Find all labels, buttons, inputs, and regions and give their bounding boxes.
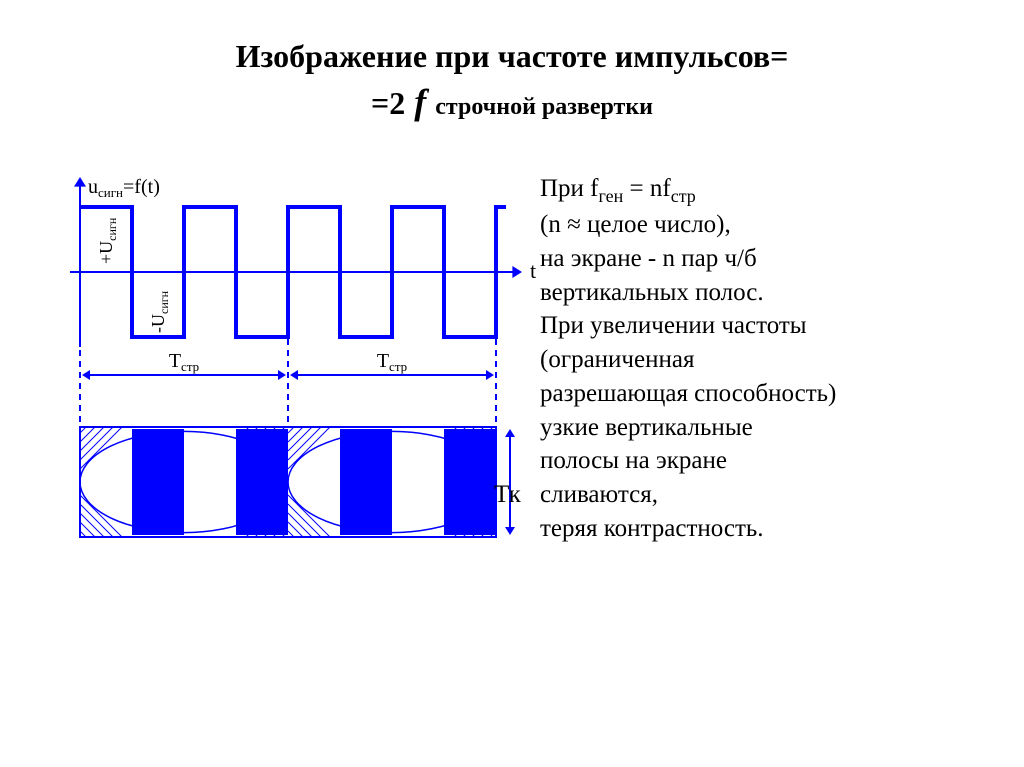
p-l8: узкие вертикальные — [540, 414, 753, 441]
title-line2-f: f — [405, 82, 435, 122]
svg-text:Тстр: Тстр — [377, 350, 407, 374]
p-l9: полосы на экране — [540, 447, 727, 474]
p-l1a: При f — [540, 175, 599, 202]
p-l6: (ограниченная — [540, 346, 694, 373]
title-line2-prefix: =2 — [371, 85, 405, 121]
svg-text:uсигн=f(t): uсигн=f(t) — [88, 176, 160, 200]
diagram-area: uсигн=f(t) t +Uсигн -Uсигн Тстр Тстр — [0, 167, 540, 567]
p-l10: сливаются, — [540, 481, 658, 508]
content-row: uсигн=f(t) t +Uсигн -Uсигн Тстр Тстр При fген… — [0, 167, 1024, 567]
svg-text:Тстр: Тстр — [169, 350, 199, 374]
p-l4: вертикальных полос. — [540, 279, 764, 306]
p-l1s1: ген — [599, 186, 624, 206]
page-title: Изображение при частоте импульсов= =2 f … — [0, 0, 1024, 127]
p-l1s2: стр — [671, 186, 696, 206]
explanation-text: При fген = nfстр (n ≈ целое число), на э… — [540, 167, 1024, 567]
signal-diagram: uсигн=f(t) t +Uсигн -Uсигн Тстр Тстр — [0, 167, 540, 567]
title-line1: Изображение при частоте импульсов= — [236, 38, 789, 74]
p-l5: При увеличении частоты — [540, 312, 807, 339]
p-l11: теряя контрастность. — [540, 515, 764, 542]
p-l10-side: Тк — [494, 478, 521, 512]
p-l2: (n ≈ целое число), — [540, 211, 731, 238]
title-line2-sub: строчной развертки — [435, 94, 653, 120]
svg-text:+Uсигн: +Uсигн — [96, 217, 119, 264]
svg-text:t: t — [530, 258, 536, 283]
svg-text:-Uсигн: -Uсигн — [148, 290, 171, 333]
p-l7: разрешающая способность) — [540, 380, 836, 407]
p-l1b: = nf — [623, 175, 670, 202]
p-l3: на экране - n пар ч/б — [540, 245, 757, 272]
